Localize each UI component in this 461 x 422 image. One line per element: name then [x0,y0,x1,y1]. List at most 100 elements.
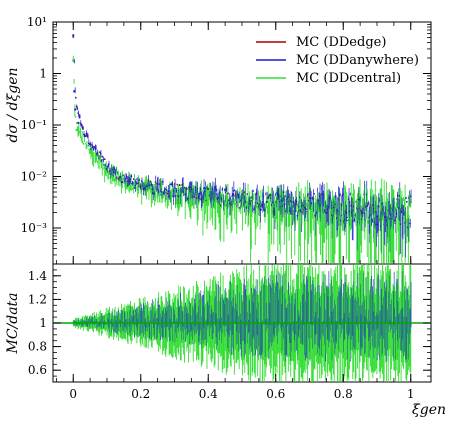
ddanywhere-point [289,210,291,212]
ddanywhere-point [377,224,379,226]
ddanywhere-point [120,181,123,184]
ddanywhere-point [312,198,315,200]
ddanywhere-point [314,215,316,217]
ddanywhere-point [191,195,194,198]
ddanywhere-point [98,157,100,159]
ddedge-point [287,196,289,198]
ddedge-point [379,218,381,220]
ddanywhere-point [344,211,347,213]
ddanywhere-point [78,115,80,118]
ddanywhere-point [366,205,369,207]
ddanywhere-point [247,210,249,212]
ddanywhere-point [298,196,301,199]
ddanywhere-point [96,153,98,155]
ddedge-point [84,135,86,137]
ddedge-point [292,201,294,203]
ddedge-point [169,195,171,197]
ddanywhere-point [187,198,189,200]
ddanywhere-point [375,223,377,225]
ddanywhere-point [376,215,378,217]
ddedge-point [369,204,371,206]
ddanywhere-point [320,193,323,195]
ddanywhere-point [130,175,133,178]
ddanywhere-point [361,212,364,214]
ddanywhere-point [229,204,232,206]
ddedge-point [389,217,391,219]
ddanywhere-point [220,197,223,200]
ddedge-point [101,155,103,157]
ddanywhere-point [408,197,410,199]
x-tick-label: 0.8 [334,387,353,401]
ddedge-point [348,198,350,200]
ddanywhere-point [161,194,163,196]
ddanywhere-point [306,210,308,213]
ddanywhere-point [104,164,107,166]
ddedge-point [338,197,340,199]
top-y-tick-label: 10¹ [27,15,47,29]
ddanywhere-point [141,180,143,182]
ddanywhere-point [171,183,174,185]
ddedge-point [203,187,205,189]
ddanywhere-point [91,143,93,146]
ddedge-point [181,184,183,186]
ddanywhere-point [158,183,161,185]
ddanywhere-point [395,213,398,215]
ddanywhere-point [273,211,275,213]
ddanywhere-point [189,188,191,191]
ddanywhere-point [180,190,182,192]
ddedge-point [116,176,118,178]
ddanywhere-point [115,168,117,171]
ddanywhere-point [233,189,236,192]
ddanywhere-point [327,206,330,208]
ddedge-point [198,195,200,197]
ddanywhere-point [216,193,218,195]
ddanywhere-point [317,202,319,204]
ddanywhere-point [380,225,382,227]
ddanywhere-point [148,184,150,187]
ddedge-point [183,186,185,188]
ddanywhere-point [116,177,118,179]
ddedge-point [251,199,253,201]
ddanywhere-point [131,182,133,185]
ddanywhere-point [181,184,183,186]
ddedge-point [273,210,275,212]
ddanywhere-point [127,180,129,182]
ddedge-point [128,180,130,182]
ddanywhere-point [185,193,187,195]
ddanywhere-point [103,163,105,166]
ddanywhere-point [243,202,245,205]
ddanywhere-point [336,217,338,219]
ddedge-point [94,147,96,149]
ddedge-point [261,204,263,206]
ddanywhere-point [272,201,274,204]
ddanywhere-point [374,211,377,213]
ddedge-point [299,209,301,211]
ddedge-point [333,205,335,207]
ddanywhere-point [264,209,266,211]
ddanywhere-point [255,193,257,195]
ddanywhere-point [319,204,322,207]
ddanywhere-point [270,204,273,206]
ddanywhere-point [397,194,399,197]
ddanywhere-point [286,196,289,199]
ddedge-point [171,183,173,185]
ddanywhere-point [328,197,331,200]
ddanywhere-point [365,206,367,208]
ddanywhere-point [107,165,109,167]
ddanywhere-point [100,160,103,162]
ddedge-point [374,211,376,213]
ddedge-point [266,200,268,202]
ddanywhere-point [282,205,284,207]
ddanywhere-point [240,199,243,201]
ddanywhere-point [338,198,340,200]
ddanywhere-point [227,192,229,195]
ddanywhere-point [406,201,408,203]
ddedge-point [215,187,217,189]
ddanywhere-point [221,188,224,190]
ddedge-point [311,197,313,199]
ddedge-point [343,220,345,222]
ddanywhere-point [104,158,106,160]
ddanywhere-point [222,201,224,203]
ddanywhere-point [386,225,389,227]
ddanywhere-point [236,193,239,196]
